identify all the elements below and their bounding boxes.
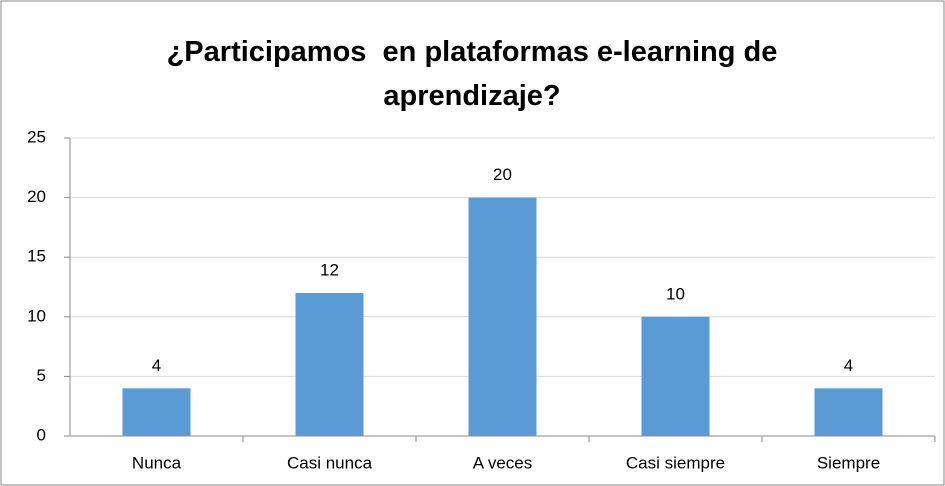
- data-label: 4: [152, 356, 161, 375]
- y-tick-label: 5: [37, 366, 46, 385]
- x-tick-label: Siempre: [817, 453, 880, 472]
- y-tick-label: 10: [27, 306, 46, 325]
- bar: [122, 388, 191, 436]
- y-tick-label: 25: [27, 127, 46, 146]
- bar: [641, 316, 710, 436]
- data-label: 4: [844, 356, 853, 375]
- x-tick-label: Casi siempre: [626, 453, 725, 472]
- x-tick-label: Nunca: [132, 453, 182, 472]
- y-tick-label: 15: [27, 247, 46, 266]
- data-label: 10: [666, 284, 685, 303]
- bar: [295, 292, 364, 436]
- bar: [468, 197, 537, 436]
- x-tick-label: Casi nunca: [287, 453, 373, 472]
- data-label: 20: [493, 165, 512, 184]
- bar: [814, 388, 883, 436]
- y-tick-label: 0: [37, 425, 46, 444]
- data-label: 12: [320, 260, 339, 279]
- y-tick-label: 20: [27, 187, 46, 206]
- x-tick-label: A veces: [473, 453, 533, 472]
- chart-title: ¿Participamos en plataformas e-learning …: [166, 36, 786, 112]
